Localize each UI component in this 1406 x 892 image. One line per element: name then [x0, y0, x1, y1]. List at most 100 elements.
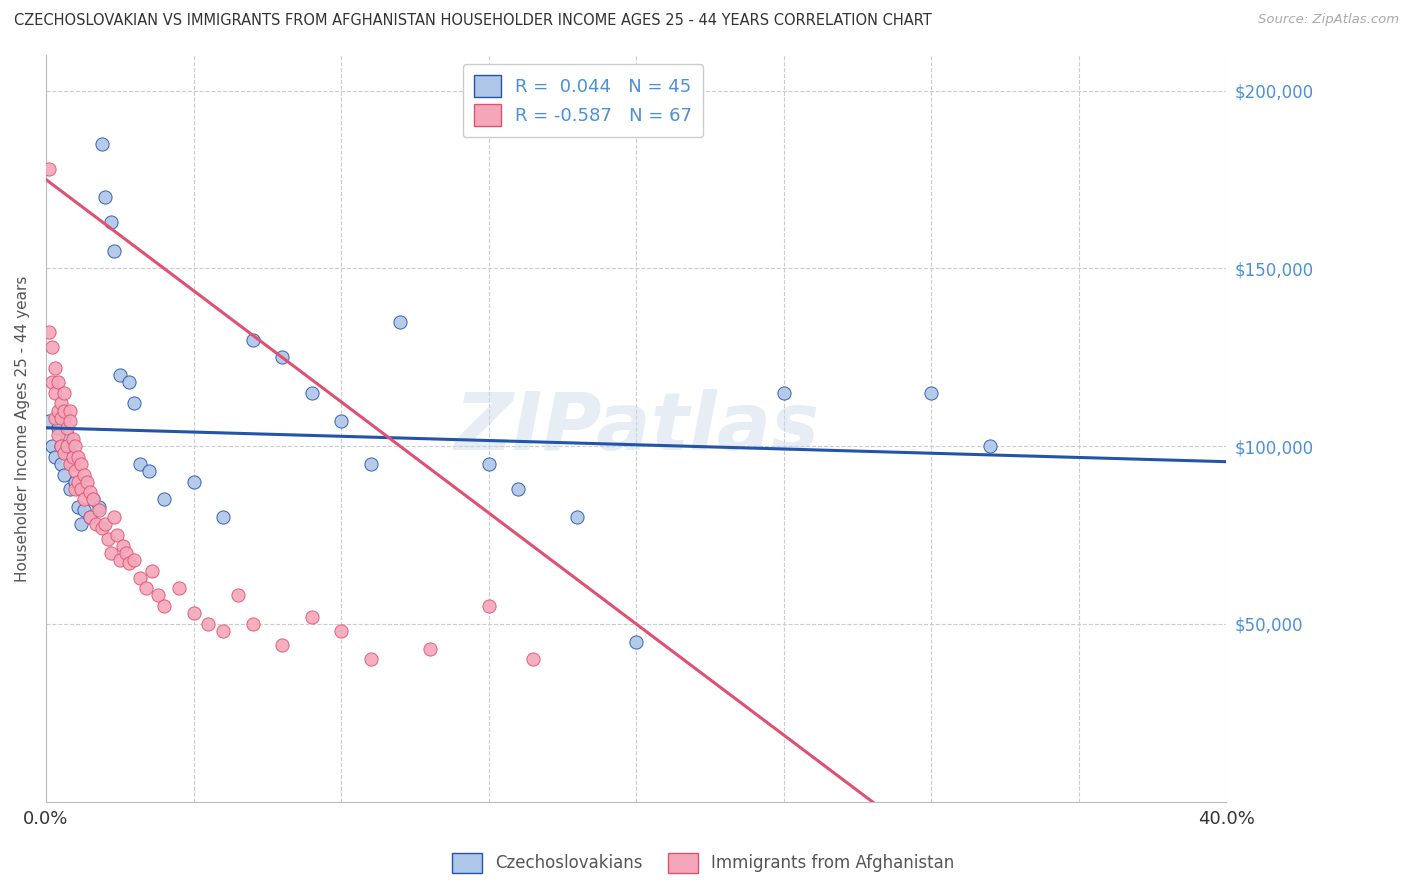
Point — [79, 510, 101, 524]
Point — [44, 410, 66, 425]
Point — [522, 652, 544, 666]
Point — [212, 510, 235, 524]
Point — [167, 582, 190, 596]
Point — [76, 475, 98, 489]
Point — [55, 421, 77, 435]
Point — [41, 439, 63, 453]
Point — [94, 517, 117, 532]
Point — [65, 482, 87, 496]
Point — [62, 457, 84, 471]
Point — [46, 421, 69, 435]
Point — [73, 467, 96, 482]
Point — [82, 492, 104, 507]
Point — [124, 553, 146, 567]
Point — [271, 351, 294, 365]
Point — [103, 510, 125, 524]
Point — [87, 500, 110, 514]
Point — [52, 467, 75, 482]
Point — [330, 624, 353, 638]
Point — [91, 521, 114, 535]
Point — [58, 414, 80, 428]
Point — [84, 517, 107, 532]
Point — [91, 136, 114, 151]
Point — [49, 439, 72, 453]
Point — [197, 616, 219, 631]
Point — [49, 439, 72, 453]
Point — [55, 428, 77, 442]
Point — [183, 475, 205, 489]
Point — [44, 385, 66, 400]
Point — [271, 638, 294, 652]
Point — [44, 360, 66, 375]
Point — [52, 446, 75, 460]
Point — [772, 385, 794, 400]
Point — [301, 609, 323, 624]
Point — [100, 546, 122, 560]
Point — [49, 457, 72, 471]
Point — [52, 403, 75, 417]
Point — [58, 403, 80, 417]
Text: ZIPatlas: ZIPatlas — [454, 390, 818, 467]
Point — [117, 375, 139, 389]
Point — [506, 482, 529, 496]
Point — [135, 582, 157, 596]
Point — [94, 190, 117, 204]
Point — [389, 315, 412, 329]
Point — [38, 326, 60, 340]
Legend: Czechoslovakians, Immigrants from Afghanistan: Czechoslovakians, Immigrants from Afghan… — [446, 847, 960, 880]
Point — [55, 439, 77, 453]
Point — [565, 510, 588, 524]
Point — [979, 439, 1001, 453]
Point — [65, 464, 87, 478]
Point — [58, 446, 80, 460]
Point — [38, 161, 60, 176]
Point — [97, 532, 120, 546]
Point — [67, 500, 90, 514]
Point — [124, 396, 146, 410]
Point — [153, 492, 176, 507]
Point — [419, 641, 441, 656]
Point — [49, 410, 72, 425]
Point — [79, 510, 101, 524]
Point — [301, 385, 323, 400]
Point — [111, 539, 134, 553]
Point — [82, 492, 104, 507]
Point — [73, 503, 96, 517]
Point — [138, 464, 160, 478]
Point — [58, 482, 80, 496]
Point — [70, 517, 93, 532]
Point — [52, 410, 75, 425]
Point — [62, 432, 84, 446]
Point — [87, 503, 110, 517]
Point — [108, 553, 131, 567]
Point — [920, 385, 942, 400]
Point — [141, 564, 163, 578]
Point — [46, 375, 69, 389]
Point — [38, 414, 60, 428]
Point — [242, 333, 264, 347]
Point — [44, 450, 66, 464]
Point — [79, 485, 101, 500]
Point — [108, 368, 131, 382]
Point — [105, 528, 128, 542]
Point — [67, 450, 90, 464]
Legend: R =  0.044   N = 45, R = -0.587   N = 67: R = 0.044 N = 45, R = -0.587 N = 67 — [463, 64, 703, 137]
Point — [183, 606, 205, 620]
Point — [117, 557, 139, 571]
Point — [46, 403, 69, 417]
Y-axis label: Householder Income Ages 25 - 44 years: Householder Income Ages 25 - 44 years — [15, 276, 30, 582]
Point — [477, 599, 499, 613]
Point — [477, 457, 499, 471]
Point — [58, 457, 80, 471]
Text: Source: ZipAtlas.com: Source: ZipAtlas.com — [1258, 13, 1399, 27]
Point — [70, 482, 93, 496]
Point — [41, 375, 63, 389]
Point — [62, 450, 84, 464]
Point — [114, 546, 136, 560]
Text: CZECHOSLOVAKIAN VS IMMIGRANTS FROM AFGHANISTAN HOUSEHOLDER INCOME AGES 25 - 44 Y: CZECHOSLOVAKIAN VS IMMIGRANTS FROM AFGHA… — [14, 13, 932, 29]
Point — [146, 589, 169, 603]
Point — [49, 396, 72, 410]
Point — [46, 428, 69, 442]
Point — [242, 616, 264, 631]
Point — [65, 475, 87, 489]
